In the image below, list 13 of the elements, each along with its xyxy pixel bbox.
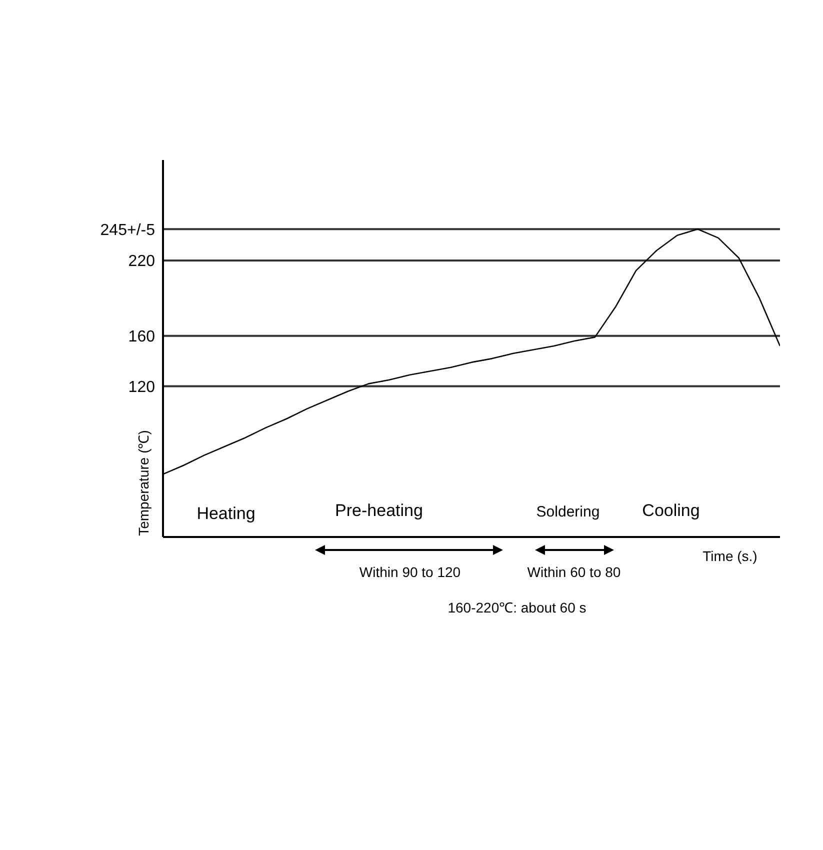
y-axis-title: Temperature (℃)	[134, 430, 152, 536]
y-tick-label: 120	[128, 378, 156, 396]
x-axis-title: Time (s.)	[702, 548, 758, 564]
annotation: Pre-heating	[335, 501, 423, 521]
text: 160-220℃: about 60 s	[448, 598, 586, 616]
y-tick-label: 220	[128, 253, 156, 270]
y-tick-label: 160	[128, 328, 156, 346]
text: Within 90 to 120	[359, 564, 461, 580]
annotation: Heating	[196, 504, 256, 524]
annotation: Cooling	[642, 501, 700, 521]
y-tick-label: 245+/-5	[100, 222, 156, 239]
text: Within 60 to 80	[527, 564, 621, 580]
annotation: Soldering	[536, 504, 600, 520]
